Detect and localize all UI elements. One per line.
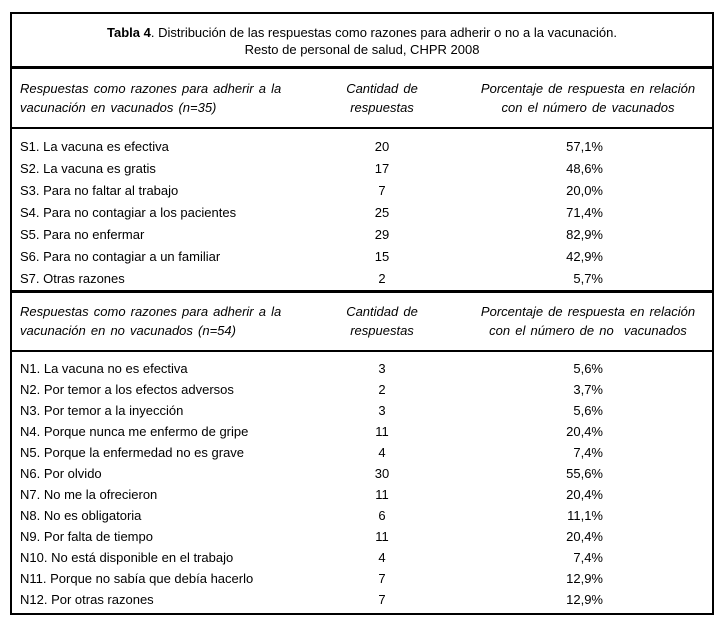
- section1-header: Respuestas como razones para adherir a l…: [12, 69, 712, 127]
- row-count: 4: [378, 445, 386, 460]
- row-label: N9. Por falta de tiempo: [20, 529, 153, 544]
- row-label: N12. Por otras razones: [20, 592, 154, 607]
- row-label: S4. Para no contagiar a los pacientes: [20, 205, 237, 220]
- table-frame: Tabla 4. Distribución de las respuestas …: [10, 12, 714, 615]
- row-percent: 12,9%: [566, 592, 603, 607]
- table-subtitle: Resto de personal de salud, CHPR 2008: [244, 42, 480, 57]
- table-row: N4. Porque nunca me enfermo de gripe 11 …: [12, 421, 712, 442]
- section1-header-reasons: Respuestas como razones para adherir a l…: [20, 81, 282, 115]
- row-count: 17: [374, 161, 390, 176]
- row-label: N10. No está disponible en el trabajo: [20, 550, 234, 565]
- row-percent: 7,4%: [573, 550, 603, 565]
- row-label: S3. Para no faltar al trabajo: [20, 183, 179, 198]
- divider-thick-middle: [12, 290, 712, 293]
- table-row: N3. Por temor a la inyección 3 5,6%: [12, 400, 712, 421]
- table-row: N6. Por olvido 30 55,6%: [12, 463, 712, 484]
- row-count: 15: [374, 249, 390, 264]
- row-count: 7: [378, 183, 386, 198]
- table-row: S5. Para no enfermar 29 82,9%: [12, 224, 712, 246]
- row-count: 20: [374, 139, 390, 154]
- row-count: 25: [374, 205, 390, 220]
- section2-header-percent: Porcentaje de respuesta en relación con …: [480, 304, 696, 338]
- table-title-text: . Distribución de las respuestas como ra…: [150, 25, 617, 40]
- divider-thin-section2: [12, 350, 712, 352]
- row-count: 4: [378, 550, 386, 565]
- section2-header-count: Cantidad de respuestas: [346, 304, 418, 338]
- row-percent: 20,4%: [566, 424, 603, 439]
- row-percent: 82,9%: [566, 227, 603, 242]
- table-title-line1: Tabla 4. Distribución de las respuestas …: [12, 24, 712, 41]
- row-count: 3: [378, 361, 386, 376]
- section1-rows: S1. La vacuna es efectiva 20 57,1% S2. L…: [12, 129, 712, 290]
- row-label: S6. Para no contagiar a un familiar: [20, 249, 221, 264]
- row-label: N1. La vacuna no es efectiva: [20, 361, 188, 376]
- row-label: N7. No me la ofrecieron: [20, 487, 158, 502]
- row-count: 29: [374, 227, 390, 242]
- row-percent: 20,4%: [566, 487, 603, 502]
- table-row: N7. No me la ofrecieron 11 20,4%: [12, 484, 712, 505]
- row-label: N6. Por olvido: [20, 466, 102, 481]
- row-percent: 55,6%: [566, 466, 603, 481]
- table-row: N9. Por falta de tiempo 11 20,4%: [12, 526, 712, 547]
- row-label: N2. Por temor a los efectos adversos: [20, 382, 234, 397]
- row-percent: 7,4%: [573, 445, 603, 460]
- row-percent: 57,1%: [566, 139, 603, 154]
- row-percent: 20,0%: [566, 183, 603, 198]
- row-count: 11: [375, 529, 389, 544]
- row-label: S2. La vacuna es gratis: [20, 161, 156, 176]
- row-count: 11: [375, 487, 389, 502]
- table-row: N8. No es obligatoria 6 11,1%: [12, 505, 712, 526]
- table-row: S2. La vacuna es gratis 17 48,6%: [12, 158, 712, 180]
- row-count: 11: [375, 424, 389, 439]
- table-row: N2. Por temor a los efectos adversos 2 3…: [12, 379, 712, 400]
- row-percent: 11,1%: [567, 508, 603, 523]
- section1-header-percent: Porcentaje de respuesta en relación con …: [480, 81, 696, 115]
- table-row: N5. Porque la enfermedad no es grave 4 7…: [12, 442, 712, 463]
- section2-rows: N1. La vacuna no es efectiva 3 5,6% N2. …: [12, 352, 712, 610]
- row-label: N3. Por temor a la inyección: [20, 403, 184, 418]
- table-number: Tabla 4: [107, 25, 151, 40]
- row-percent: 42,9%: [566, 249, 603, 264]
- row-count: 2: [378, 382, 386, 397]
- section1-header-count: Cantidad de respuestas: [346, 81, 418, 115]
- row-percent: 71,4%: [566, 205, 603, 220]
- table-row: S1. La vacuna es efectiva 20 57,1%: [12, 136, 712, 158]
- row-label: N4. Porque nunca me enfermo de gripe: [20, 424, 249, 439]
- row-percent: 48,6%: [566, 161, 603, 176]
- row-count: 30: [374, 466, 390, 481]
- row-count: 3: [378, 403, 386, 418]
- row-percent: 5,7%: [573, 271, 603, 286]
- row-label: N8. No es obligatoria: [20, 508, 142, 523]
- row-percent: 5,6%: [573, 403, 603, 418]
- divider-thick-top: [12, 66, 712, 69]
- row-percent: 12,9%: [566, 571, 603, 586]
- table-row: S6. Para no contagiar a un familiar 15 4…: [12, 246, 712, 268]
- section2-header-reasons: Respuestas como razones para adherir a l…: [20, 304, 282, 338]
- table-row: N11. Porque no sabía que debía hacerlo 7…: [12, 568, 712, 589]
- row-label: N11. Porque no sabía que debía hacerlo: [20, 571, 254, 586]
- table-row: N10. No está disponible en el trabajo 4 …: [12, 547, 712, 568]
- row-label: S5. Para no enfermar: [20, 227, 145, 242]
- table-title: Tabla 4. Distribución de las respuestas …: [12, 14, 712, 66]
- row-label: N5. Porque la enfermedad no es grave: [20, 445, 245, 460]
- row-label: S1. La vacuna es efectiva: [20, 139, 169, 154]
- row-count: 6: [378, 508, 386, 523]
- section2-header: Respuestas como razones para adherir a l…: [12, 293, 712, 350]
- row-percent: 3,7%: [573, 382, 603, 397]
- table-row: S7. Otras razones 2 5,7%: [12, 268, 712, 290]
- row-percent: 20,4%: [566, 529, 603, 544]
- table-row: N1. La vacuna no es efectiva 3 5,6%: [12, 358, 712, 379]
- row-count: 7: [378, 571, 386, 586]
- table-row: S3. Para no faltar al trabajo 7 20,0%: [12, 180, 712, 202]
- table-row: S4. Para no contagiar a los pacientes 25…: [12, 202, 712, 224]
- divider-thin-section1: [12, 127, 712, 129]
- row-label: S7. Otras razones: [20, 271, 125, 286]
- row-count: 2: [378, 271, 386, 286]
- row-count: 7: [378, 592, 386, 607]
- table-row: N12. Por otras razones 7 12,9%: [12, 589, 712, 610]
- row-percent: 5,6%: [573, 361, 603, 376]
